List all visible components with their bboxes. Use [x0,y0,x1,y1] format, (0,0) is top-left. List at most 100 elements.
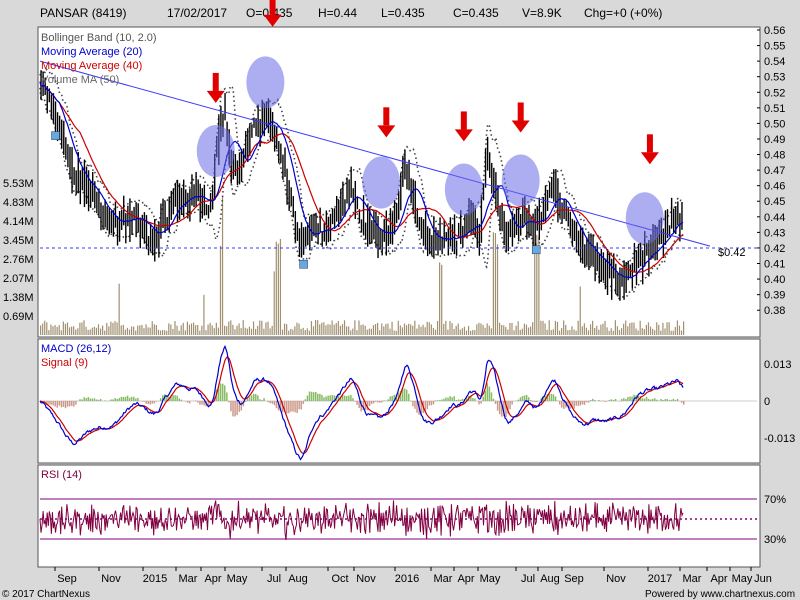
volume-bar [116,322,118,335]
footer-powered: Powered by www.chartnexus.com [645,589,795,600]
volume-bar [172,328,174,335]
macd-histogram-bar [426,401,429,410]
macd-histogram-bar [52,401,54,406]
volume-bar [155,324,157,335]
macd-histogram-bar [414,401,416,409]
volume-bar [445,320,447,335]
volume-bar [99,328,102,335]
macd-histogram-bar [550,393,553,401]
macd-histogram-bar [120,396,123,401]
macd-histogram-bar [62,401,65,407]
macd-histogram-bar [494,401,497,405]
volume-bar [513,330,515,335]
volume-bar [594,327,596,335]
macd-histogram-bar [252,393,255,401]
volume-bar [329,324,331,335]
macd-histogram-bar [343,395,346,401]
volume-bar [182,322,184,335]
macd-histogram-bar [230,401,232,412]
volume-bar [664,328,666,335]
macd-histogram-bar [327,395,329,401]
price-tick-label: 0.50 [764,118,785,130]
volume-bar [54,325,56,335]
macd-histogram-bar [244,401,247,402]
volume-bar [565,324,567,335]
volume-bar [401,327,404,335]
volume-bar [217,327,220,335]
volume-bar [561,328,563,335]
volume-bar [581,326,583,335]
volume-bar [168,323,170,335]
macd-histogram-bar [401,388,404,401]
macd-histogram-bar [492,398,495,401]
volume-bar [639,320,641,335]
volume-bar [248,326,251,335]
volume-bar [124,329,126,335]
highlight-ellipse [246,56,285,109]
volume-bar [104,330,106,335]
volume-bar [451,323,453,335]
volume-bar [507,329,509,335]
volume-bar [668,322,670,335]
macd-histogram-bar [587,401,590,403]
volume-bar [519,329,521,335]
date-tick-label: Mar [683,573,702,585]
macd-histogram-bar [255,394,257,401]
macd-histogram-bar [186,401,189,403]
macd-histogram-bar [267,401,269,403]
macd-histogram-bar [583,401,586,405]
macd-histogram-bar [48,401,50,405]
macd-histogram-bar [44,401,46,403]
macd-histogram-bar [178,398,181,401]
volume-bar [97,324,100,335]
macd-chart [39,344,757,461]
volume-bar [141,324,143,335]
volume-bar [608,330,610,335]
volume-tick-label: 1.38M [3,292,34,304]
macd-histogram-bar [482,396,484,401]
macd-histogram-bar [379,401,381,403]
volume-bar [128,329,131,335]
volume-bar [573,329,575,335]
macd-histogram-bar [306,395,309,401]
volume-bar [195,325,197,335]
macd-histogram-bar [356,401,358,405]
volume-bar [211,325,213,335]
macd-histogram-bar [99,399,102,401]
macd-histogram-bar [201,401,203,405]
volume-bar [463,326,466,335]
volume-bar [263,328,265,335]
date-tick-label: Apr [710,573,727,585]
volume-bar [637,330,639,335]
macd-histogram-bar [184,401,187,402]
volume-tick-label: 0.69M [3,311,34,323]
macd-histogram-bar [263,398,265,401]
macd-histogram-bar [312,392,315,401]
macd-histogram-bar [114,398,116,401]
price-tick-label: 0.42 [764,243,785,255]
volume-bar [461,328,463,335]
volume-bar [647,322,650,335]
date-tick-label: Apr [204,573,221,585]
date-tick-label: May [480,573,501,585]
volume-bar [484,327,486,335]
volume-bar [436,320,439,335]
volume-bar [670,330,672,335]
macd-histogram-bar [304,399,307,401]
volume-bar [62,321,64,335]
macd-histogram-bar [95,399,98,401]
macd-histogram-bar [441,399,443,401]
volume-bar [50,324,52,335]
macd-histogram-bar [130,396,133,401]
macd-histogram-bar [174,395,176,401]
legend-bollinger: Bollinger Band (10, 2.0) [41,32,157,44]
volume-bar [405,325,408,335]
volume-bar [261,320,263,335]
volume-bar [674,326,676,335]
volume-bar [186,321,188,335]
volume-bar [296,322,298,335]
volume-bar [102,325,104,335]
macd-histogram-bar [354,401,356,402]
macd-histogram-bar [314,392,317,401]
macd-histogram-bar [370,401,373,405]
